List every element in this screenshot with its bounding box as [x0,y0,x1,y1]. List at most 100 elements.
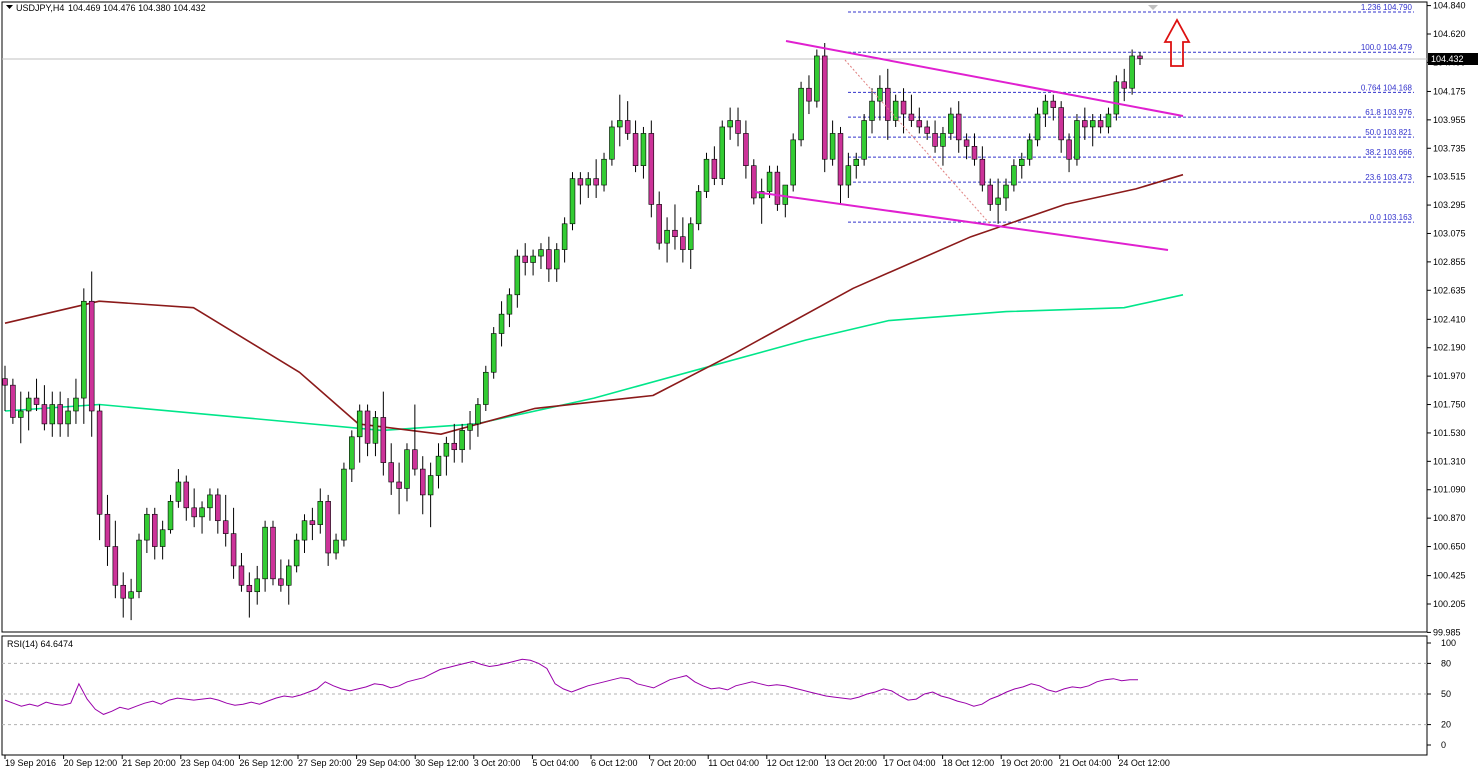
bear-candle [270,526,276,580]
bull-candle [609,126,615,160]
time-tick-label: 5 Oct 04:00 [532,758,579,768]
channel-upper-line[interactable] [785,40,1184,117]
up-arrow-icon [1163,18,1191,67]
price-tick-label: 99.985 [1433,627,1461,637]
bear-candle [963,139,970,147]
bear-candle [183,481,190,509]
time-tick-label: 11 Oct 04:00 [708,758,759,768]
bear-candle [837,133,844,186]
bull-candle [490,333,497,373]
bull-candle [1011,165,1017,186]
fib-level-label: 100.0 104.479 [1361,43,1413,52]
bear-candle [987,184,993,205]
bull-candle [853,158,859,166]
current-price-value: 104.432 [1431,54,1464,64]
bear-candle [1058,107,1064,141]
bear-candle [1066,139,1072,160]
fib-level-label: 1.236 104.790 [1361,3,1413,12]
bull-candle [703,158,710,192]
price-tick-label: 103.075 [1433,228,1466,238]
bull-candle [727,120,733,128]
bull-candle [333,539,339,554]
bull-candle [167,501,174,531]
bear-candle [680,236,686,250]
bear-candle [96,410,103,515]
price-tick-label: 102.410 [1433,314,1466,324]
price-tick-label: 103.515 [1433,172,1466,182]
price-pane [1,1,1428,633]
bull-candle [687,223,694,250]
rsi-label: RSI(14) 64.6474 [7,639,73,649]
bear-candle [246,584,253,593]
channel-lower-line[interactable] [754,191,1169,251]
bull-candle [49,404,56,425]
bull-candle [829,133,836,160]
bear-candle [396,481,402,489]
channel-lines[interactable] [754,40,1184,251]
rsi-indicator: 100 80 50 20 0 [2,638,1456,750]
bear-candle [735,120,741,134]
bull-candle [1034,113,1041,141]
bull-candle [293,539,300,567]
bull-candle [758,191,765,199]
bear-candle [112,546,119,586]
bull-candle [538,249,544,257]
price-axis: 104.840104.620104.400104.175103.955103.7… [1427,1,1466,637]
time-tick-label: 17 Oct 04:00 [884,758,936,768]
fibonacci-retracement[interactable]: 1.236 104.790 100.0 104.479 0.764 104.168 6… [848,3,1414,223]
bull-candle [404,449,410,489]
bull-candle [286,565,292,586]
time-tick-label: 21 Oct 04:00 [1060,758,1112,768]
bull-candle [136,539,142,593]
price-tick-label: 103.295 [1433,200,1466,210]
time-tick-label: 20 Sep 12:00 [64,758,118,768]
bear-candle [1137,55,1143,59]
time-tick-label: 19 Oct 20:00 [1001,758,1053,768]
bull-candle [601,158,607,186]
bull-candle [506,294,513,315]
bear-candle [57,404,63,425]
bear-candle [885,87,891,121]
bull-candle [530,255,536,263]
bear-candle [971,146,978,160]
rsi-tick-label: 100 [1441,638,1456,648]
time-tick-label: 21 Sep 20:00 [122,758,176,768]
bull-candle [695,191,702,225]
bull-candle [65,410,71,425]
bull-candle [341,468,347,541]
rsi-tick-label: 80 [1441,658,1451,668]
bull-candle [877,87,883,102]
bull-candle [159,529,166,547]
bull-candle [719,126,726,179]
chevron-down-icon[interactable] [6,5,13,9]
bear-candle [908,113,915,121]
time-tick-label: 7 Oct 20:00 [650,758,697,768]
bear-candle [632,133,639,166]
bull-candle [561,223,568,250]
bear-candle [222,520,229,534]
bull-candle [349,436,355,470]
price-tick-label: 102.190 [1433,343,1466,353]
bull-candle [790,139,796,186]
bear-candle [2,378,8,386]
price-tick-label: 100.205 [1433,599,1466,609]
price-tick-label: 100.425 [1433,571,1466,581]
bull-candle [207,494,213,509]
bull-candle [782,184,789,205]
bear-candle [774,171,781,205]
rsi-tick-label: 0 [1441,740,1446,750]
bull-candle [81,300,87,399]
bear-candle [41,404,48,425]
bear-candle [979,158,986,186]
current-price-tag: 104.432 [1428,53,1478,65]
bear-candle [278,578,284,586]
bear-candle [230,533,237,567]
bear-candle [388,462,394,483]
bear-candle [743,133,749,166]
bear-candle [309,520,316,525]
chart-header: USDJPY,H4 104.469 104.476 104.380 104.43… [6,3,206,13]
time-tick-label: 12 Oct 12:00 [767,758,819,768]
bear-candle [120,584,126,599]
time-tick-label: 24 Oct 12:00 [1118,758,1170,768]
